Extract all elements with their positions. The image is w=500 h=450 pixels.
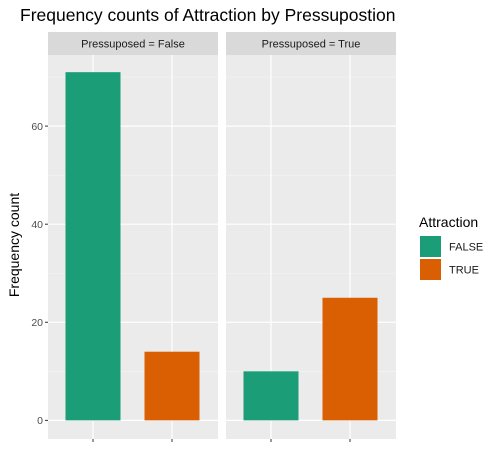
facet-strip-label: Pressuposed = False: [81, 39, 185, 51]
facet-panel: Pressuposed = False: [48, 32, 218, 442]
bar-false: [65, 72, 121, 421]
facet-panel: Pressuposed = True: [226, 32, 396, 442]
chart-title: Frequency counts of Attraction by Pressu…: [20, 5, 395, 25]
bar-true: [144, 351, 200, 421]
y-tick-label: 20: [31, 317, 43, 329]
legend: Attraction FALSE TRUE: [419, 214, 483, 280]
y-axis: 0 20 40 60: [31, 121, 48, 427]
legend-key-false: [420, 236, 441, 257]
facet-strip: [48, 32, 218, 55]
legend-key-true: [420, 259, 441, 280]
bar-false: [243, 371, 299, 421]
bar-true: [322, 297, 378, 421]
y-tick-label: 0: [37, 415, 43, 427]
y-tick-label: 40: [31, 219, 43, 231]
legend-label: FALSE: [449, 242, 483, 254]
y-tick-label: 60: [31, 121, 43, 133]
legend-label: TRUE: [449, 265, 479, 277]
facet-panels: Pressuposed = False Pressuposed = True: [48, 32, 396, 442]
facet-strip: [226, 32, 396, 55]
facet-strip-label: Pressuposed = True: [262, 39, 361, 51]
y-axis-title: Frequency count: [6, 193, 22, 297]
legend-title: Attraction: [419, 214, 478, 230]
